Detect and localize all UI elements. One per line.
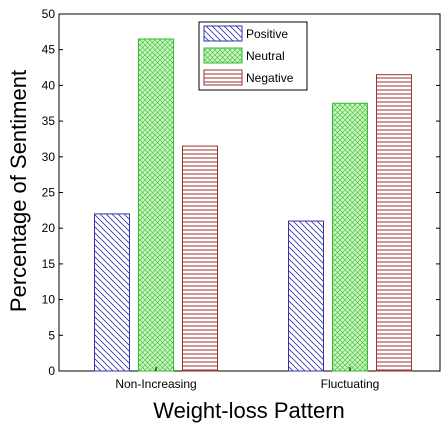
legend-label-neutral: Neutral bbox=[246, 49, 285, 63]
legend-swatch-neutral bbox=[203, 47, 243, 64]
y-tick-label: 50 bbox=[42, 7, 56, 21]
y-tick-label: 45 bbox=[42, 43, 56, 57]
bar-positive-0 bbox=[94, 213, 130, 372]
y-tick-label: 0 bbox=[48, 364, 55, 378]
y-axis-title: Percentage of Sentiment bbox=[6, 70, 31, 312]
y-tick-label: 30 bbox=[42, 150, 56, 164]
legend-swatch-negative bbox=[203, 69, 243, 86]
x-axis-ticks: Non-Increasing Fluctuating bbox=[115, 367, 379, 391]
y-tick-label: 25 bbox=[42, 186, 56, 200]
legend-swatch-positive bbox=[203, 25, 243, 42]
bar-positive-1 bbox=[288, 220, 324, 372]
bar-neutral-0 bbox=[138, 38, 174, 372]
legend: Positive Neutral Negative bbox=[198, 21, 308, 91]
y-tick-label: 20 bbox=[42, 221, 56, 235]
y-axis-ticks: 0 5 10 15 20 25 30 35 40 45 50 bbox=[42, 7, 440, 378]
y-tick-label: 40 bbox=[42, 78, 56, 92]
y-tick-label: 10 bbox=[42, 293, 56, 307]
y-tick-label: 5 bbox=[48, 328, 55, 342]
bar-negative-0 bbox=[182, 145, 218, 372]
legend-label-positive: Positive bbox=[246, 27, 288, 41]
y-tick-label: 35 bbox=[42, 114, 56, 128]
x-tick-label: Non-Increasing bbox=[115, 377, 196, 391]
x-tick-label: Fluctuating bbox=[321, 377, 380, 391]
y-tick-label: 15 bbox=[42, 257, 56, 271]
x-axis-title: Weight-loss Pattern bbox=[153, 398, 345, 423]
legend-label-negative: Negative bbox=[246, 71, 294, 85]
bar-negative-1 bbox=[376, 74, 412, 372]
bar-neutral-1 bbox=[332, 102, 368, 372]
